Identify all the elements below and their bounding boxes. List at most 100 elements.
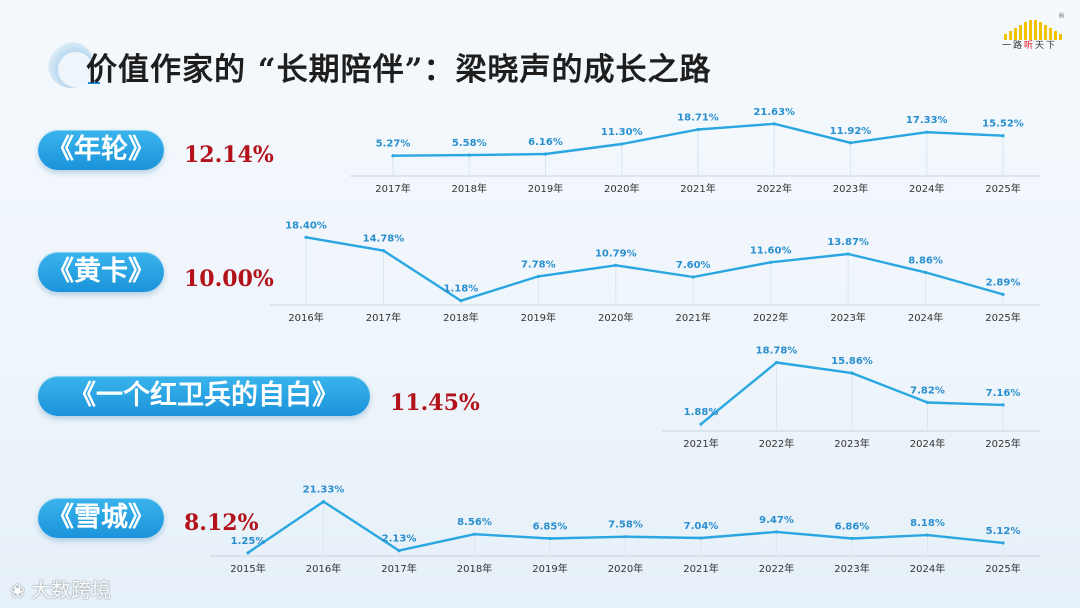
x-tick-label: 2020年: [604, 182, 639, 195]
x-tick-label: 2016年: [288, 311, 323, 324]
data-label: 13.87%: [827, 237, 869, 248]
x-tick-label: 2022年: [757, 182, 792, 195]
brand-logo-icon: [1004, 20, 1062, 40]
data-point: [774, 530, 779, 534]
x-tick-label: 2024年: [909, 182, 944, 195]
data-label: 2.89%: [986, 277, 1021, 288]
series-line: [304, 236, 1005, 302]
page-title: 价值作家的 “长期陪伴”：梁晓声的成长之路: [86, 52, 712, 88]
data-label: 9.47%: [759, 515, 794, 526]
data-point: [321, 500, 326, 504]
x-tick-label: 2021年: [683, 562, 718, 575]
x-tick-label: 2021年: [680, 182, 715, 195]
x-tick-label: 2022年: [759, 562, 794, 575]
data-point: [1001, 403, 1005, 407]
book-title-pill: 《雪城》: [38, 498, 164, 538]
x-tick-label: 2022年: [753, 311, 788, 324]
x-tick-label: 2024年: [910, 562, 945, 575]
data-label: 8.56%: [457, 517, 492, 528]
data-label: 18.40%: [285, 220, 327, 231]
data-point: [774, 360, 779, 365]
watermark: ❀ 大数跨境: [10, 578, 112, 602]
x-tick-label: 2017年: [366, 311, 401, 324]
brand-logo-text: 一路听天下: [1002, 41, 1058, 51]
x-tick-label: 2023年: [834, 562, 869, 575]
data-point: [925, 130, 929, 134]
data-point: [620, 142, 624, 146]
data-point: [543, 152, 548, 156]
data-label: 11.30%: [601, 127, 643, 138]
data-label: 10.79%: [595, 248, 637, 259]
data-label: 15.52%: [982, 119, 1024, 130]
x-tick-label: 2018年: [443, 311, 478, 324]
data-label: 2.13%: [382, 534, 417, 545]
data-point: [467, 153, 471, 157]
data-label: 21.33%: [303, 485, 345, 496]
book-average-percent: 12.14%: [184, 142, 274, 168]
data-point: [850, 536, 854, 541]
x-tick-label: 2019年: [528, 182, 563, 195]
data-label: 14.78%: [363, 234, 405, 245]
data-label: 5.27%: [376, 139, 411, 150]
data-point: [848, 141, 853, 145]
data-label: 1.88%: [684, 407, 719, 418]
data-label: 11.60%: [750, 245, 792, 256]
data-label: 6.86%: [835, 522, 870, 533]
data-point: [923, 270, 928, 274]
registered-mark: ®: [1058, 12, 1065, 20]
data-label: 18.71%: [677, 113, 719, 124]
data-point: [397, 548, 401, 553]
x-tick-label: 2020年: [608, 562, 643, 575]
x-tick-label: 2021年: [683, 437, 718, 450]
circle-ornament-icon: [48, 42, 94, 88]
x-tick-label: 2023年: [834, 437, 869, 450]
book-title-pill: 《年轮》: [38, 130, 164, 170]
data-point: [304, 235, 308, 239]
data-label: 1.18%: [444, 284, 479, 295]
x-tick-label: 2020年: [598, 311, 633, 324]
data-label: 1.25%: [231, 536, 266, 547]
watermark-logo-icon: ❀: [10, 581, 26, 602]
data-label: 15.86%: [831, 356, 873, 367]
accent-bar: [88, 82, 100, 84]
x-tick-label: 2019年: [521, 311, 556, 324]
data-point: [769, 260, 773, 264]
x-tick-label: 2024年: [910, 437, 945, 450]
x-tick-label: 2018年: [452, 182, 487, 195]
x-tick-label: 2022年: [759, 437, 794, 450]
data-point: [614, 263, 618, 267]
data-label: 7.78%: [521, 259, 556, 270]
data-point: [846, 252, 850, 256]
data-label: 21.63%: [753, 107, 795, 118]
x-tick-label: 2025年: [985, 437, 1020, 450]
book-title-pill: 《一个红卫兵的自白》: [38, 376, 370, 416]
book-title-pill: 《黄卡》: [38, 252, 164, 292]
data-point: [850, 371, 854, 375]
data-point: [691, 275, 695, 279]
x-tick-label: 2025年: [985, 562, 1020, 575]
data-label: 7.60%: [676, 260, 711, 271]
data-point: [1001, 134, 1005, 138]
data-label: 17.33%: [906, 115, 948, 126]
x-tick-label: 2024年: [908, 311, 943, 324]
book-average-percent: 11.45%: [390, 390, 480, 416]
data-point: [699, 422, 703, 426]
data-point: [699, 536, 703, 540]
x-tick-label: 2015年: [230, 562, 265, 575]
data-label: 6.16%: [528, 137, 563, 148]
x-tick-label: 2019年: [532, 562, 567, 575]
x-tick-label: 2023年: [830, 311, 865, 324]
data-label: 6.85%: [533, 522, 568, 533]
x-tick-label: 2025年: [985, 182, 1020, 195]
x-tick-label: 2025年: [985, 311, 1020, 324]
data-point: [391, 154, 395, 158]
data-point: [472, 532, 477, 536]
data-point: [381, 249, 386, 253]
data-label: 8.86%: [908, 255, 943, 266]
data-label: 8.18%: [910, 518, 945, 529]
data-point: [772, 122, 776, 126]
data-point: [1001, 541, 1005, 545]
data-label: 7.58%: [608, 520, 643, 531]
data-point: [459, 299, 463, 303]
